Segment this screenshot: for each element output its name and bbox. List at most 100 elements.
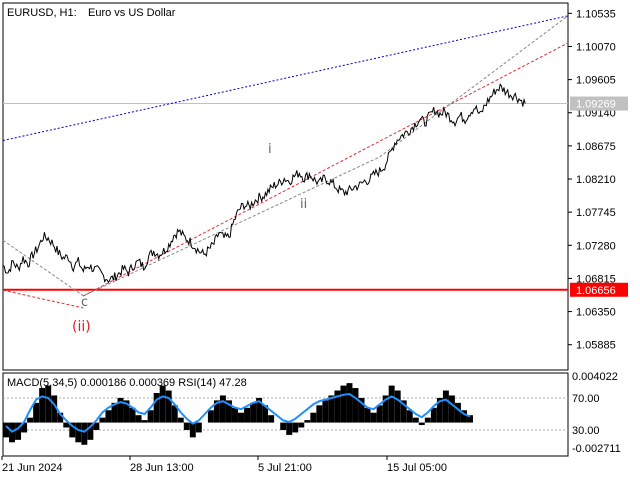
y-tick-label: 1.06815 (576, 273, 616, 285)
macd-histogram-bar (454, 402, 461, 423)
macd-histogram-bar (225, 400, 232, 423)
price-series-line (2, 83, 526, 284)
y-tick-label: 1.07745 (576, 207, 616, 219)
macd-histogram-bar (189, 422, 196, 438)
macd-histogram-bar (250, 402, 257, 423)
macd-histogram-bar (394, 390, 401, 423)
y-tick-label: 1.06350 (576, 307, 616, 319)
indicator-panel (2, 372, 569, 457)
x-tick-label: 21 Jun 2024 (2, 462, 63, 474)
indicator-title: MACD(5,34,5) 0.000186 0.000369 RSI(14) 4… (7, 377, 247, 389)
macd-histogram-bar (340, 385, 347, 423)
macd-histogram-bar (45, 385, 52, 423)
macd-histogram-bar (117, 397, 124, 423)
macd-histogram-bar (39, 388, 46, 423)
macd-histogram-bar (364, 407, 371, 423)
macd-histogram-bar (334, 390, 341, 423)
macd-histogram-bar (412, 417, 419, 423)
macd-histogram-bar (442, 390, 449, 423)
support-price-label: 1.06656 (576, 285, 616, 297)
macd-histogram-bar (346, 383, 353, 423)
macd-histogram-bar (219, 395, 226, 423)
macd-histogram-bar (388, 385, 395, 423)
macd-histogram-bar (298, 422, 305, 428)
macd-histogram-bar (406, 410, 413, 423)
channel-upper-line (2, 15, 569, 142)
macd-histogram-bar (400, 400, 407, 423)
main-panel (2, 2, 569, 371)
wave-label: c (81, 295, 88, 310)
macd-histogram-bar (256, 397, 263, 423)
macd-histogram-bar (141, 420, 148, 423)
macd-histogram-bar (304, 420, 311, 423)
macd-histogram-bar (69, 422, 76, 438)
macd-histogram-bar (81, 422, 88, 445)
macd-histogram-bar (15, 422, 22, 440)
macd-histogram-bar (232, 407, 238, 423)
current-price-label: 1.09269 (576, 99, 616, 111)
macd-histogram-bar (93, 422, 100, 430)
y-tick-label: 1.10070 (576, 41, 616, 53)
indicator-axis-label: 70.00 (572, 393, 600, 405)
macd-histogram-bar (376, 405, 383, 423)
y-tick-label: 1.07280 (576, 240, 616, 252)
indicator-axis-label: 0.004022 (572, 371, 618, 383)
x-tick-label: 28 Jun 13:00 (130, 462, 194, 474)
indicator-axis-label: 30.00 (572, 425, 600, 437)
macd-histogram-bar (21, 422, 28, 433)
macd-histogram-bar (328, 395, 335, 423)
indicator-axis-label: -0.002711 (572, 443, 621, 455)
wave-label: ii (300, 197, 307, 212)
macd-histogram-bar (213, 400, 220, 423)
macd-histogram-bar (63, 422, 70, 428)
macd-histogram-bar (322, 400, 329, 423)
macd-histogram-bar (75, 422, 82, 443)
wave-label: (ii) (72, 319, 91, 335)
macd-histogram-bar (153, 392, 160, 423)
channel-lower-line (83, 42, 569, 297)
macd-histogram-bar (159, 385, 166, 423)
macd-histogram-bar (358, 397, 365, 423)
macd-histogram-bar (418, 422, 425, 426)
macd-histogram-bar (207, 410, 214, 423)
macd-histogram-bar (111, 402, 118, 423)
macd-histogram-bar (436, 397, 443, 423)
macd-histogram-bar (430, 407, 437, 423)
macd-histogram-bar (177, 417, 184, 423)
macd-histogram-bar (310, 412, 317, 423)
macd-histogram-bar (448, 395, 455, 423)
macd-histogram-bar (460, 410, 467, 423)
macd-histogram-bar (99, 417, 106, 423)
macd-histogram-bar (370, 412, 377, 423)
macd-histogram-bar (123, 400, 130, 423)
macd-histogram-bar (238, 412, 244, 423)
y-tick-label: 1.09605 (576, 75, 616, 87)
x-tick-label: 15 Jul 05:00 (387, 462, 447, 474)
macd-histogram-bar (424, 417, 431, 423)
macd-histogram-bar (292, 422, 299, 433)
indicator-plot-layer: 0.004022 70.00 30.00 -0.002711 21 Jun 2024 28… (1, 371, 621, 474)
current-price-tag (570, 96, 628, 111)
y-tick-label: 1.09140 (576, 108, 616, 120)
macd-histogram-bar (165, 390, 172, 423)
macd-histogram-bar (87, 422, 94, 440)
macd-histogram-bar (195, 422, 202, 433)
macd-histogram-bar (129, 407, 136, 423)
symbol-description: Euro vs US Dollar (88, 7, 176, 19)
macd-histogram-bar (57, 412, 64, 423)
macd-histogram-bar (33, 402, 40, 423)
macd-histogram-bar (262, 405, 269, 423)
y-tick-label: 1.10535 (576, 8, 616, 20)
macd-histogram-bar (268, 415, 275, 423)
main-plot-layer: 1.10535 1.10070 1.09605 1.09140 1.08675 1.082… (2, 8, 616, 352)
macd-histogram-bar (135, 415, 142, 423)
macd-histogram-bar (27, 417, 34, 423)
macd-histogram-bar (147, 410, 154, 423)
x-tick-label: 5 Jul 21:00 (258, 462, 312, 474)
macd-histogram-bar (467, 415, 473, 423)
macd-histogram-bar (244, 407, 251, 423)
macd-histogram-bar (280, 422, 287, 430)
macd-histogram-bar (105, 410, 112, 423)
macd-histogram-bar (51, 395, 58, 423)
